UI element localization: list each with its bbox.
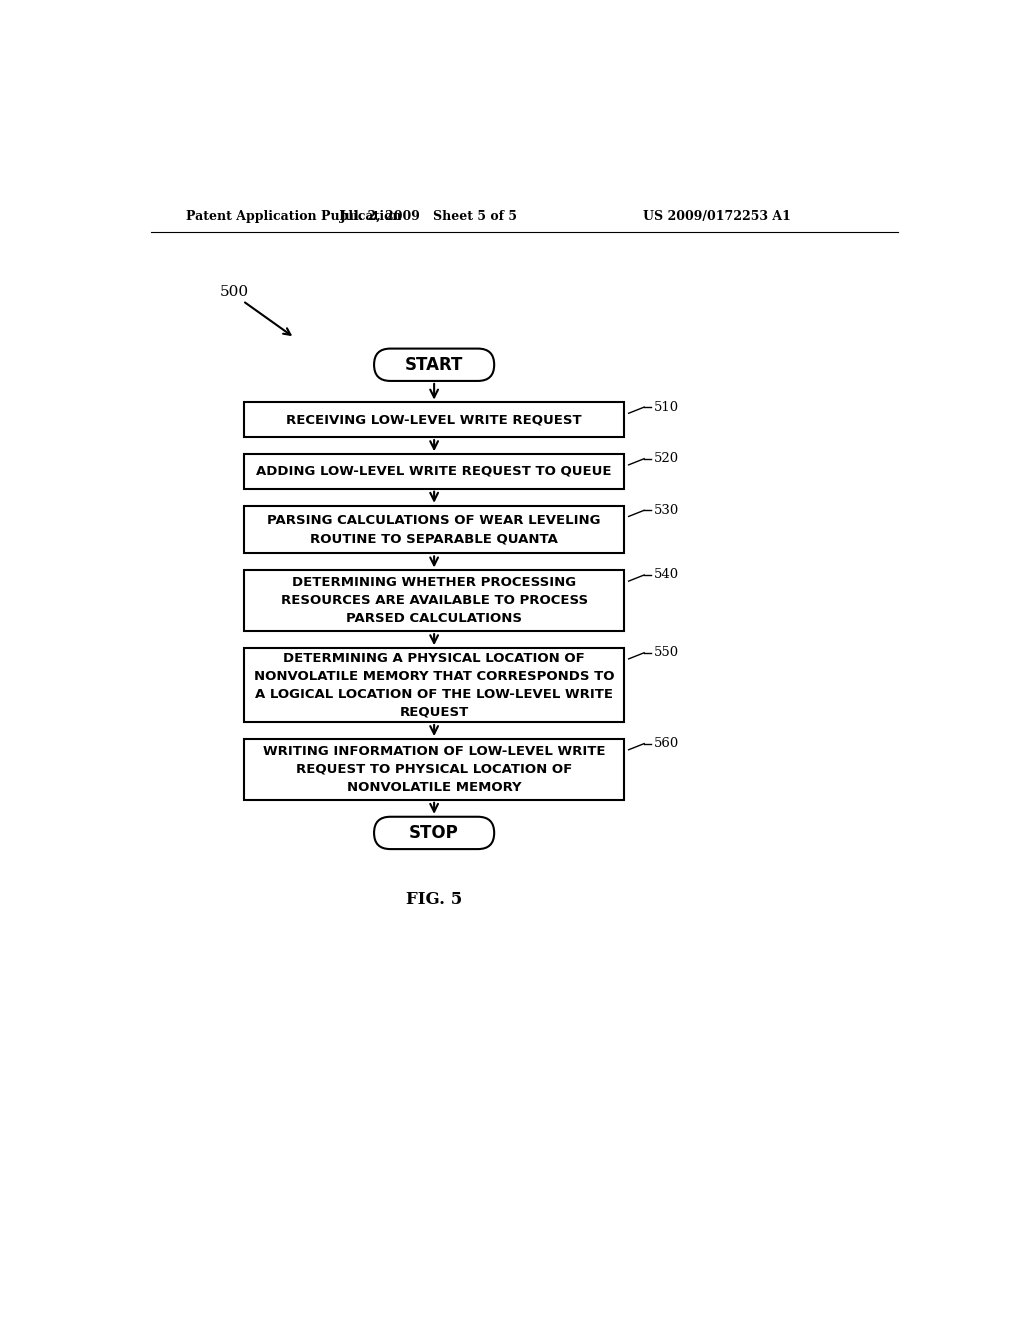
- Text: ADDING LOW-LEVEL WRITE REQUEST TO QUEUE: ADDING LOW-LEVEL WRITE REQUEST TO QUEUE: [256, 465, 612, 478]
- Text: 530: 530: [653, 504, 679, 517]
- Text: RECEIVING LOW-LEVEL WRITE REQUEST: RECEIVING LOW-LEVEL WRITE REQUEST: [287, 413, 582, 426]
- FancyBboxPatch shape: [245, 506, 624, 553]
- Text: WRITING INFORMATION OF LOW-LEVEL WRITE
REQUEST TO PHYSICAL LOCATION OF
NONVOLATI: WRITING INFORMATION OF LOW-LEVEL WRITE R…: [263, 744, 605, 793]
- Text: US 2009/0172253 A1: US 2009/0172253 A1: [643, 210, 791, 223]
- FancyBboxPatch shape: [245, 403, 624, 437]
- Text: DETERMINING A PHYSICAL LOCATION OF
NONVOLATILE MEMORY THAT CORRESPONDS TO
A LOGI: DETERMINING A PHYSICAL LOCATION OF NONVO…: [254, 652, 614, 718]
- Text: 550: 550: [653, 647, 679, 659]
- FancyBboxPatch shape: [245, 570, 624, 631]
- Text: PARSING CALCULATIONS OF WEAR LEVELING
ROUTINE TO SEPARABLE QUANTA: PARSING CALCULATIONS OF WEAR LEVELING RO…: [267, 513, 601, 545]
- Text: FIG. 5: FIG. 5: [406, 891, 462, 908]
- FancyBboxPatch shape: [245, 454, 624, 488]
- Text: 510: 510: [653, 400, 679, 413]
- Text: START: START: [404, 356, 463, 374]
- Text: 540: 540: [653, 569, 679, 582]
- FancyBboxPatch shape: [374, 348, 495, 381]
- Text: Patent Application Publication: Patent Application Publication: [186, 210, 401, 223]
- Text: DETERMINING WHETHER PROCESSING
RESOURCES ARE AVAILABLE TO PROCESS
PARSED CALCULA: DETERMINING WHETHER PROCESSING RESOURCES…: [281, 577, 588, 626]
- Text: 520: 520: [653, 453, 679, 465]
- Text: 560: 560: [653, 737, 679, 750]
- FancyBboxPatch shape: [245, 648, 624, 722]
- FancyBboxPatch shape: [374, 817, 495, 849]
- Text: STOP: STOP: [410, 824, 459, 842]
- Text: 500: 500: [219, 285, 249, 298]
- FancyBboxPatch shape: [245, 739, 624, 800]
- Text: Jul. 2, 2009   Sheet 5 of 5: Jul. 2, 2009 Sheet 5 of 5: [340, 210, 518, 223]
